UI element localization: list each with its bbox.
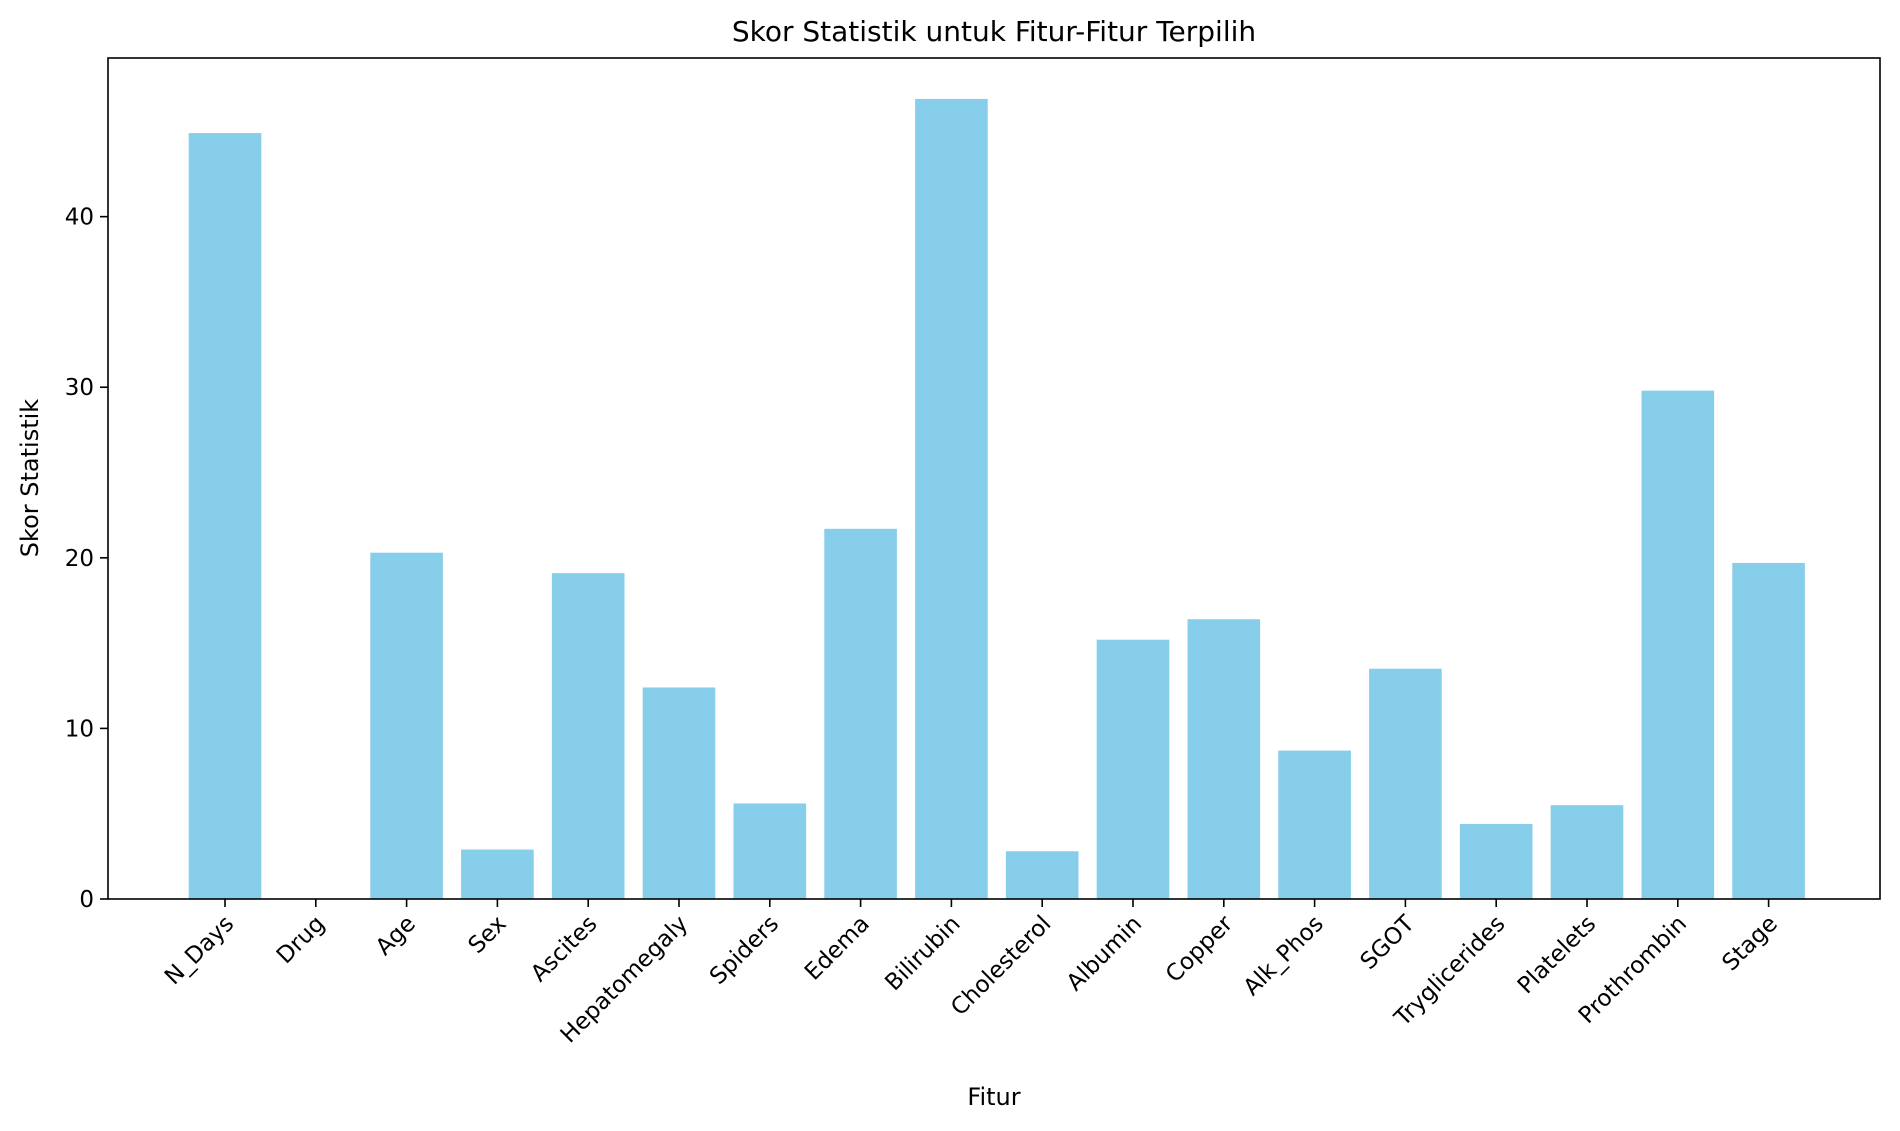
bar-cholesterol bbox=[1005, 851, 1079, 899]
x-tick-label-platelets: Platelets bbox=[1513, 911, 1601, 999]
bar-albumin bbox=[1096, 639, 1170, 899]
bar-spiders bbox=[733, 803, 807, 899]
x-tick-label-age: Age bbox=[371, 911, 421, 961]
bar-bilirubin bbox=[915, 98, 988, 899]
bar-age bbox=[370, 552, 443, 899]
y-tick-label: 40 bbox=[65, 205, 94, 231]
y-axis-title: Skor Statistik bbox=[16, 399, 44, 557]
x-tick-label-copper: Copper bbox=[1161, 910, 1238, 987]
bar-sex bbox=[461, 849, 534, 899]
x-tick-label-spiders: Spiders bbox=[705, 911, 784, 990]
bar-hepatomegaly bbox=[642, 687, 716, 899]
x-tick-label-sex: Sex bbox=[464, 911, 512, 959]
x-axis-title: Fitur bbox=[967, 1083, 1020, 1111]
bars-group bbox=[188, 98, 1805, 899]
x-tick-label-edema: Edema bbox=[800, 911, 875, 986]
bar-alk-phos bbox=[1278, 750, 1351, 899]
x-tick-label-drug: Drug bbox=[272, 911, 330, 969]
x-tick-label-albumin: Albumin bbox=[1062, 911, 1147, 996]
y-tick-label: 10 bbox=[65, 716, 94, 742]
bar-platelets bbox=[1550, 805, 1624, 899]
x-tick-label-bilirubin: Bilirubin bbox=[880, 911, 965, 996]
bar-tryglicerides bbox=[1459, 823, 1533, 899]
x-tick-label-ascites: Ascites bbox=[526, 911, 602, 987]
bar-n-days bbox=[188, 133, 262, 899]
x-tick-label-stage: Stage bbox=[1717, 911, 1782, 976]
chart-title: Skor Statistik untuk Fitur-Fitur Terpili… bbox=[732, 15, 1256, 48]
plot-frame bbox=[107, 57, 1881, 900]
y-tick-label: 20 bbox=[65, 546, 94, 572]
y-tick-label: 30 bbox=[65, 375, 94, 401]
bar-edema bbox=[824, 528, 897, 899]
bar-stage bbox=[1732, 562, 1805, 899]
y-tick-label: 0 bbox=[79, 887, 94, 913]
x-tick-label-n-days: N_Days bbox=[160, 911, 239, 990]
y-axis-ticks: 0 10 20 30 40 bbox=[65, 205, 108, 913]
bar-prothrombin bbox=[1641, 390, 1715, 899]
bar-ascites bbox=[551, 573, 625, 899]
x-tick-label-sgot: SGOT bbox=[1356, 910, 1421, 975]
x-tick-label-alk-phos: Alk_Phos bbox=[1239, 911, 1329, 1001]
bar-copper bbox=[1187, 619, 1261, 899]
bar-sgot bbox=[1369, 668, 1442, 899]
